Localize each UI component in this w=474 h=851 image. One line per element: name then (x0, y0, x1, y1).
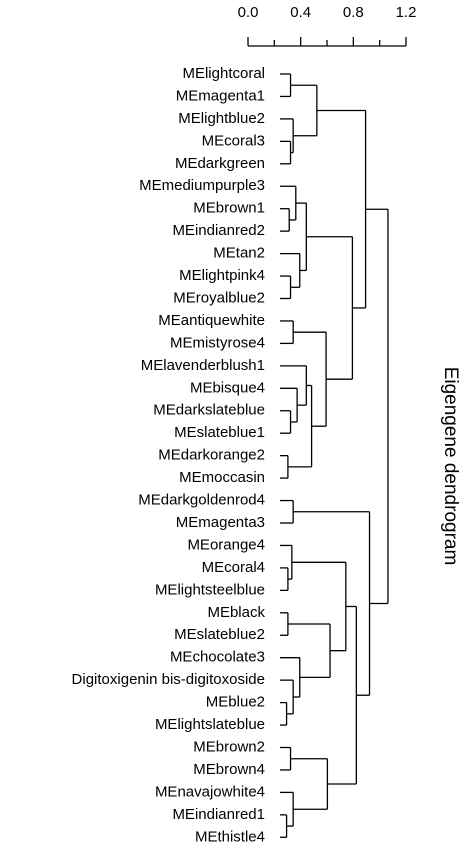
leaf-label: MEbrown1 (193, 200, 265, 217)
leaf-label: MEbisque4 (190, 379, 265, 396)
leaf-label: MEdarkorange2 (158, 447, 265, 464)
leaf-label: MEorange4 (187, 536, 265, 553)
leaf-label: MEnavajowhite4 (155, 783, 265, 800)
leaf-label: MElavenderblush1 (141, 357, 265, 374)
leaf-label: MEmistyrose4 (170, 334, 265, 351)
height-scale: 0.0 0.4 0.8 1.2 (238, 4, 417, 47)
leaf-label: MEindianred2 (172, 222, 265, 239)
leaf-labels: MElightcoral MEmagenta1 MElightblue2 MEcora… (72, 65, 266, 845)
leaf-label: MElightpink4 (179, 267, 265, 284)
scale-tick-label: 0.8 (343, 4, 364, 21)
leaf-label: MEmoccasin (179, 469, 265, 486)
leaf-label: MEmagenta3 (176, 514, 265, 531)
scale-tick-label: 0.4 (290, 4, 311, 21)
leaf-label: MEslateblue2 (174, 626, 265, 643)
leaf-label: MElightsteelblue (155, 581, 265, 598)
leaf-label: MEblack (207, 604, 265, 621)
scale-tick-label: 1.2 (396, 4, 417, 21)
leaf-label: MEbrown4 (193, 761, 265, 778)
leaf-label: MEtan2 (213, 245, 265, 262)
dendrogram-tree (280, 73, 389, 838)
leaf-label: MEdarkslateblue (153, 402, 265, 419)
leaf-label: MEdarkgoldenrod4 (138, 492, 265, 509)
leaf-label: MEbrown2 (193, 738, 265, 755)
leaf-label: MEcoral3 (202, 132, 265, 149)
leaf-label: MElightblue2 (178, 110, 265, 127)
leaf-label: MEroyalblue2 (173, 289, 265, 306)
leaf-label: MEthistle4 (195, 828, 265, 845)
leaf-label: MEmediumpurple3 (139, 177, 265, 194)
dendrogram-title: Eigengene dendrogram (440, 367, 461, 566)
leaf-label: MEantiquewhite (158, 312, 265, 329)
scale-tick-label: 0.0 (238, 4, 259, 21)
leaf-label: MEindianred1 (172, 806, 265, 823)
leaf-label: MElightcoral (182, 65, 265, 82)
leaf-label: MEslateblue1 (174, 424, 265, 441)
leaf-label: MEblue2 (206, 694, 265, 711)
leaf-label: MEchocolate3 (170, 649, 265, 666)
leaf-label: MElightslateblue (155, 716, 265, 733)
leaf-label: Digitoxigenin bis-digitoxoside (72, 671, 265, 688)
leaf-label: MEdarkgreen (175, 155, 265, 172)
leaf-label: MEcoral4 (202, 559, 265, 576)
leaf-label: MEmagenta1 (176, 87, 265, 104)
